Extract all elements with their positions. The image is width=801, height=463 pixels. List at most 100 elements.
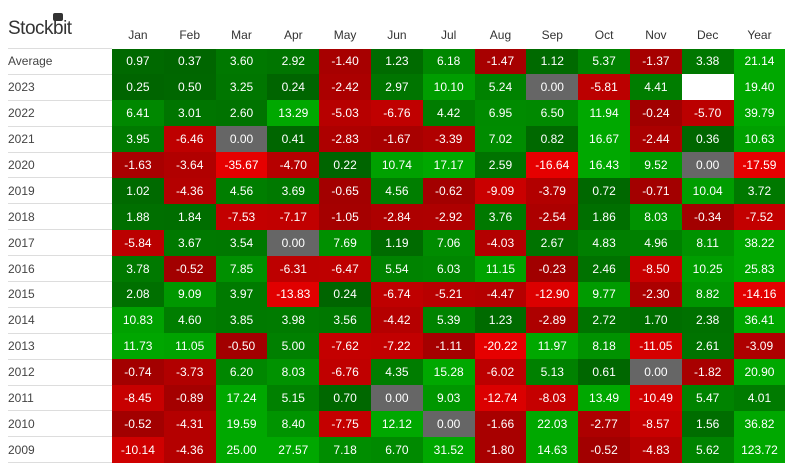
heatmap-cell: 7.02 [474,126,527,153]
table-row: 2013 11.73 11.05 -0.50 5.00 -7.62 -7.22 -1.11 -2… [8,333,786,360]
heatmap-cell: -7.17 [267,203,320,230]
heatmap-cell: 4.60 [163,307,216,334]
heatmap-cell: -5.84 [112,229,164,256]
heatmap-cell: 36.82 [733,410,786,437]
heatmap-cell: 1.88 [112,203,164,230]
heatmap-cell: -7.62 [319,333,371,360]
heatmap-cell: 10.83 [112,307,164,334]
heatmap-cell: 3.98 [267,307,320,334]
heatmap-cell: 21.14 [733,48,786,75]
column-header: Feb [179,28,201,43]
column-header: May [333,28,357,43]
column-header: Aug [489,28,512,43]
heatmap-cell: 3.72 [733,177,786,204]
heatmap-cell: -6.76 [370,100,423,127]
heatmap-cell: 3.67 [163,229,216,256]
heatmap-cell: -3.79 [526,177,579,204]
heatmap-cell: 17.24 [215,385,268,411]
heatmap-cell: -0.74 [112,359,164,386]
heatmap-cell: -8.50 [629,255,682,282]
heatmap-cell: -0.50 [215,333,268,360]
row-label: 2011 [8,385,112,412]
heatmap-cell: 7.85 [215,255,268,282]
column-header: Nov [645,28,667,43]
heatmap-cell: -0.23 [526,255,579,282]
row-label: 2012 [8,359,112,386]
heatmap-cell: -6.47 [319,255,371,282]
row-label: 2017 [8,229,112,257]
heatmap-cell: -1.67 [370,126,423,153]
heatmap-cell: 2.08 [112,281,164,308]
heatmap-cell: 0.70 [319,385,371,411]
heatmap-cell: 6.95 [474,100,527,127]
heatmap-cell: -3.09 [733,333,786,360]
heatmap-cell: 0.36 [681,126,734,153]
heatmap-cell: 1.23 [370,48,423,75]
heatmap-cell: 8.82 [681,281,734,308]
heatmap-cell: -0.24 [629,100,682,127]
heatmap-cell: 11.97 [526,333,579,360]
heatmap-cell: 2.72 [578,307,630,334]
heatmap-cell: -20.22 [474,333,527,360]
heatmap-cell: 4.96 [629,229,682,256]
table-row: 2023 0.25 0.50 3.25 0.24 -2.42 2.97 10.10 5.24 0.… [8,74,786,101]
heatmap-cell: 4.01 [733,385,786,411]
heatmap-cell: -3.39 [422,126,475,153]
heatmap-cell: 19.40 [733,74,786,101]
column-header: Jul [441,28,457,43]
heatmap-cell: 8.18 [578,333,630,360]
table-row: 2022 6.41 3.01 2.60 13.29 -5.03 -6.76 4.42 6.95 6… [8,100,786,127]
row-label-header [8,22,112,49]
heatmap-cell: 10.74 [370,152,423,178]
heatmap-cell: 4.42 [422,100,475,127]
heatmap-cell: 5.13 [526,359,579,386]
heatmap-cell: 4.83 [578,229,630,256]
heatmap-cell: -3.64 [163,152,216,178]
heatmap-cell: -8.03 [526,385,579,411]
seasonality-heatmap: Jan Feb Mar Apr May Jun Jul Aug Sep Oct Nov Dec Year… [8,22,786,463]
heatmap-cell: -9.09 [474,177,527,204]
heatmap-cell: 7.69 [319,229,371,256]
column-header: Mar [231,28,252,43]
heatmap-cell: -2.44 [629,126,682,153]
heatmap-cell: -12.90 [526,281,579,308]
heatmap-cell: 3.01 [163,100,216,127]
heatmap-cell: -2.83 [319,126,371,153]
row-label: 2013 [8,333,112,360]
heatmap-cell: 13.29 [267,100,320,127]
heatmap-cell: 0.00 [681,152,734,178]
heatmap-cell: 5.37 [578,48,630,75]
heatmap-cell: 2.92 [267,48,320,75]
heatmap-cell: 1.56 [681,410,734,437]
heatmap-cell: 5.39 [422,307,475,334]
heatmap-cell: 0.25 [112,74,164,101]
heatmap-cell: -8.57 [629,410,682,437]
heatmap-cell: -7.53 [215,203,268,230]
heatmap-cell: -2.92 [422,203,475,230]
heatmap-cell: -2.42 [319,74,371,101]
heatmap-cell: 2.38 [681,307,734,334]
heatmap-cell: 0.37 [163,48,216,75]
heatmap-cell: 0.00 [526,74,579,101]
heatmap-cell: 6.41 [112,100,164,127]
heatmap-cell: -14.16 [733,281,786,308]
heatmap-cell: 0.24 [267,74,320,101]
heatmap-cell: 5.00 [267,333,320,360]
column-header: Dec [696,28,719,43]
heatmap-cell: 0.72 [578,177,630,204]
heatmap-cell: 16.67 [578,126,630,153]
heatmap-cell: -0.89 [163,385,216,411]
row-label: 2014 [8,307,112,334]
heatmap-cell: -1.82 [681,359,734,386]
heatmap-cell: 8.40 [267,410,320,437]
heatmap-cell: 17.17 [422,152,475,178]
heatmap-cell: -0.65 [319,177,371,204]
heatmap-cell: 0.24 [319,281,371,308]
row-label: 2019 [8,177,112,205]
table-row: 2020 -1.63 -3.64 -35.67 -4.70 0.22 10.74 17.17 2… [8,152,786,179]
heatmap-cell: -1.37 [629,48,682,75]
heatmap-cell: 10.04 [681,177,734,204]
heatmap-cell: 11.15 [474,255,527,282]
column-header: Oct [594,28,614,43]
heatmap-cell: 9.09 [163,281,216,308]
